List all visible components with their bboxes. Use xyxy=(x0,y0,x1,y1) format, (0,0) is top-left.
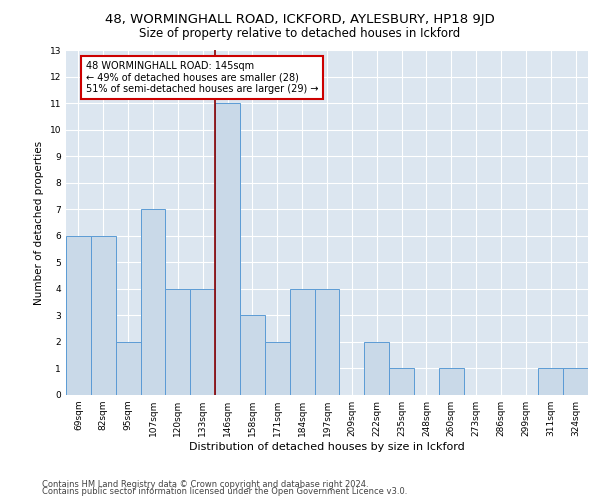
Bar xyxy=(116,342,140,395)
Bar xyxy=(140,209,166,395)
Text: Contains HM Land Registry data © Crown copyright and database right 2024.: Contains HM Land Registry data © Crown c… xyxy=(42,480,368,489)
Bar xyxy=(190,289,215,395)
Bar xyxy=(265,342,290,395)
Text: Size of property relative to detached houses in Ickford: Size of property relative to detached ho… xyxy=(139,28,461,40)
Bar xyxy=(314,289,340,395)
Bar xyxy=(364,342,389,395)
X-axis label: Distribution of detached houses by size in Ickford: Distribution of detached houses by size … xyxy=(189,442,465,452)
Bar xyxy=(439,368,464,395)
Bar xyxy=(66,236,91,395)
Text: 48 WORMINGHALL ROAD: 145sqm
← 49% of detached houses are smaller (28)
51% of sem: 48 WORMINGHALL ROAD: 145sqm ← 49% of det… xyxy=(86,60,319,94)
Bar xyxy=(166,289,190,395)
Y-axis label: Number of detached properties: Number of detached properties xyxy=(34,140,44,304)
Text: Contains public sector information licensed under the Open Government Licence v3: Contains public sector information licen… xyxy=(42,487,407,496)
Bar xyxy=(290,289,314,395)
Text: 48, WORMINGHALL ROAD, ICKFORD, AYLESBURY, HP18 9JD: 48, WORMINGHALL ROAD, ICKFORD, AYLESBURY… xyxy=(105,12,495,26)
Bar xyxy=(538,368,563,395)
Bar xyxy=(563,368,588,395)
Bar xyxy=(215,103,240,395)
Bar xyxy=(91,236,116,395)
Bar xyxy=(240,316,265,395)
Bar xyxy=(389,368,414,395)
